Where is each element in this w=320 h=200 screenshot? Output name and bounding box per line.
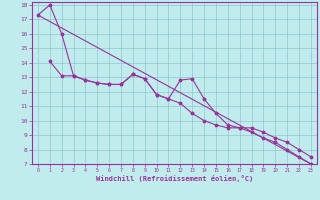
X-axis label: Windchill (Refroidissement éolien,°C): Windchill (Refroidissement éolien,°C) (96, 175, 253, 182)
